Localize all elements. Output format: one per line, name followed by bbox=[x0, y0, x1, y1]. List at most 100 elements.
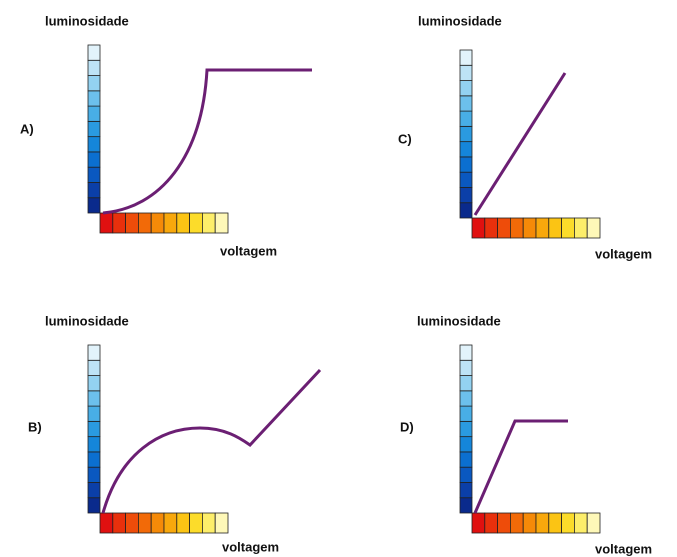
luminosity-scale-cell bbox=[87, 59, 101, 76]
x-axis-label: voltagem bbox=[595, 246, 652, 261]
luminosity-scale-cell bbox=[87, 44, 101, 61]
luminosity-scale-cell bbox=[459, 420, 473, 438]
voltage-scale-cell bbox=[163, 212, 178, 234]
voltage-scale-cell bbox=[522, 512, 537, 534]
luminosity-scale-cell bbox=[87, 151, 101, 168]
luminosity-scale-cell bbox=[459, 171, 473, 188]
voltage-scale-cell bbox=[471, 217, 486, 239]
panel-label: B) bbox=[28, 419, 42, 434]
luminosity-scale-cell bbox=[459, 497, 473, 514]
luminosity-scale-cell bbox=[87, 344, 101, 361]
voltage-scale-cell bbox=[548, 217, 563, 239]
panel-d: D) luminosidade voltagem bbox=[400, 313, 652, 556]
luminosity-scale-cell bbox=[459, 80, 473, 97]
voltage-scale-cell bbox=[214, 212, 229, 234]
luminosity-scale-cell bbox=[459, 482, 473, 499]
luminosity-scale-cell bbox=[459, 375, 473, 392]
luminosity-scale-cell bbox=[87, 375, 101, 392]
luminosity-scale-cell bbox=[459, 344, 473, 361]
luminosity-scale-cell bbox=[87, 182, 101, 199]
voltage-scale-cell bbox=[138, 512, 152, 534]
luminosity-scale-cell bbox=[459, 436, 473, 453]
voltage-scale-cell bbox=[484, 512, 499, 534]
y-axis-label: luminosidade bbox=[45, 313, 129, 328]
luminosity-scale-cell bbox=[87, 420, 101, 438]
luminosity-scale-cell bbox=[459, 64, 473, 81]
luminosity-scale-cell bbox=[87, 451, 101, 468]
x-axis-label: voltagem bbox=[222, 539, 279, 554]
luminosity-scale-cell bbox=[459, 49, 473, 66]
voltage-scale-cell bbox=[548, 512, 563, 534]
voltage-scale-cell bbox=[471, 512, 486, 534]
luminosity-scale-cell bbox=[87, 166, 101, 183]
luminosity-scale-cell bbox=[459, 202, 473, 219]
luminosity-scale-cell bbox=[459, 359, 473, 376]
panel-b: B) luminosidade voltagem bbox=[28, 313, 322, 554]
voltage-scale-cell bbox=[99, 212, 114, 234]
voltage-scale-cell bbox=[561, 217, 575, 239]
voltage-scale-cell bbox=[125, 212, 139, 234]
x-axis-label: voltagem bbox=[595, 541, 652, 556]
voltage-scale-cell bbox=[484, 217, 499, 239]
curve bbox=[101, 368, 322, 514]
luminosity-scale-cell bbox=[87, 197, 101, 214]
panel-label: A) bbox=[20, 121, 34, 136]
voltage-scale-cell bbox=[202, 512, 216, 534]
y-axis-label: luminosidade bbox=[418, 13, 502, 28]
voltage-scale-cell bbox=[561, 512, 575, 534]
voltage-scale-cell bbox=[163, 512, 178, 534]
panel-c: C) luminosidade voltagem bbox=[398, 13, 652, 261]
luminosity-scale-cell bbox=[87, 90, 101, 107]
luminosity-scale-cell bbox=[459, 187, 473, 204]
curve bbox=[473, 72, 567, 216]
curve bbox=[473, 419, 568, 514]
x-axis-label: voltagem bbox=[220, 243, 277, 258]
luminosity-scale-cell bbox=[87, 105, 101, 122]
voltage-scale-cell bbox=[586, 512, 601, 534]
luminosity-scale-cell bbox=[87, 390, 101, 407]
luminosity-scale-cell bbox=[459, 390, 473, 407]
luminosity-scale-cell bbox=[459, 141, 473, 158]
voltage-scale-cell bbox=[497, 217, 511, 239]
voltage-scale-cell bbox=[522, 217, 537, 239]
voltage-scale-cell bbox=[150, 512, 165, 534]
luminosity-scale-cell bbox=[87, 136, 101, 153]
luminosity-scale-cell bbox=[87, 436, 101, 453]
voltage-scale-cell bbox=[574, 217, 588, 239]
luminosity-scale-cell bbox=[87, 120, 101, 138]
voltage-scale-cell bbox=[574, 512, 588, 534]
luminosity-scale-cell bbox=[87, 359, 101, 376]
voltage-scale-cell bbox=[202, 212, 216, 234]
voltage-scale-cell bbox=[189, 512, 203, 534]
luminosity-scale-cell bbox=[87, 405, 101, 422]
luminosity-scale-cell bbox=[459, 110, 473, 127]
voltage-scale-cell bbox=[125, 512, 139, 534]
voltage-scale-cell bbox=[214, 512, 229, 534]
y-axis-label: luminosidade bbox=[417, 313, 501, 328]
voltage-scale-cell bbox=[176, 212, 191, 234]
panel-label: D) bbox=[400, 419, 414, 434]
luminosity-scale-cell bbox=[87, 75, 101, 92]
voltage-scale-cell bbox=[586, 217, 601, 239]
voltage-scale-cell bbox=[112, 212, 127, 234]
luminosity-scale-cell bbox=[459, 405, 473, 422]
voltage-scale-cell bbox=[497, 512, 511, 534]
luminosity-scale-cell bbox=[459, 95, 473, 112]
voltage-scale-cell bbox=[112, 512, 127, 534]
luminosity-scale-cell bbox=[87, 482, 101, 499]
voltage-scale-cell bbox=[150, 212, 165, 234]
luminosity-scale-cell bbox=[459, 156, 473, 173]
luminosity-scale-cell bbox=[459, 466, 473, 483]
voltage-scale-cell bbox=[535, 512, 550, 534]
voltage-scale-cell bbox=[535, 217, 550, 239]
voltage-scale-cell bbox=[189, 212, 203, 234]
voltage-scale-cell bbox=[99, 512, 114, 534]
y-axis-label: luminosidade bbox=[45, 13, 129, 28]
voltage-scale-cell bbox=[176, 512, 191, 534]
voltage-scale-cell bbox=[510, 512, 524, 534]
luminosity-scale-cell bbox=[459, 451, 473, 468]
voltage-scale-cell bbox=[510, 217, 524, 239]
luminosity-scale-cell bbox=[87, 497, 101, 514]
panel-label: C) bbox=[398, 131, 412, 146]
